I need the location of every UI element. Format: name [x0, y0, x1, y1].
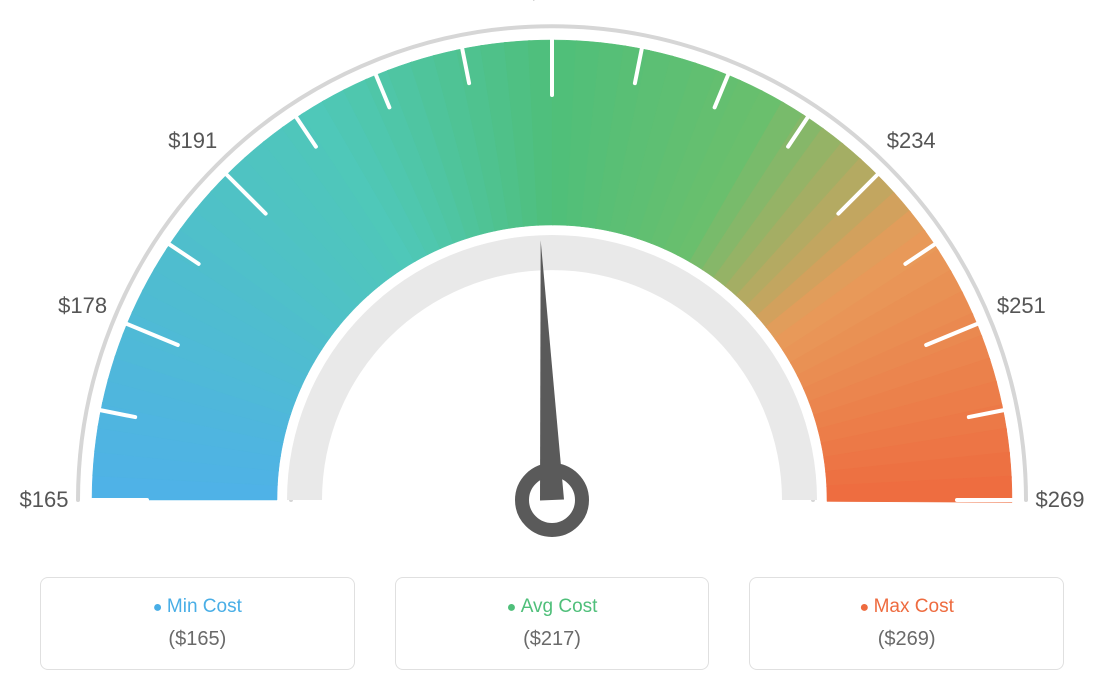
- gauge-tick-label: $178: [58, 293, 107, 319]
- gauge-tick-label: $217: [528, 0, 577, 5]
- gauge-tick-label: $234: [887, 128, 936, 154]
- gauge-tick-label: $251: [997, 293, 1046, 319]
- legend-max-value: ($269): [760, 628, 1053, 651]
- legend-min-label: Min Cost: [51, 596, 344, 618]
- legend-card-avg: Avg Cost ($217): [395, 577, 710, 670]
- legend-card-max: Max Cost ($269): [749, 577, 1064, 670]
- gauge-tick-label: $165: [20, 487, 69, 513]
- legend-max-label: Max Cost: [760, 596, 1053, 618]
- gauge-tick-label: $269: [1036, 487, 1085, 513]
- gauge-chart: $165 $178 $191 $217 $234 $251 $269: [0, 0, 1104, 560]
- gauge-tick-label: $191: [168, 128, 217, 154]
- legend-card-min: Min Cost ($165): [40, 577, 355, 670]
- gauge-svg: [0, 0, 1104, 560]
- legend-min-value: ($165): [51, 628, 344, 651]
- legend-row: Min Cost ($165) Avg Cost ($217) Max Cost…: [0, 577, 1104, 670]
- legend-avg-value: ($217): [406, 628, 699, 651]
- legend-avg-label: Avg Cost: [406, 596, 699, 618]
